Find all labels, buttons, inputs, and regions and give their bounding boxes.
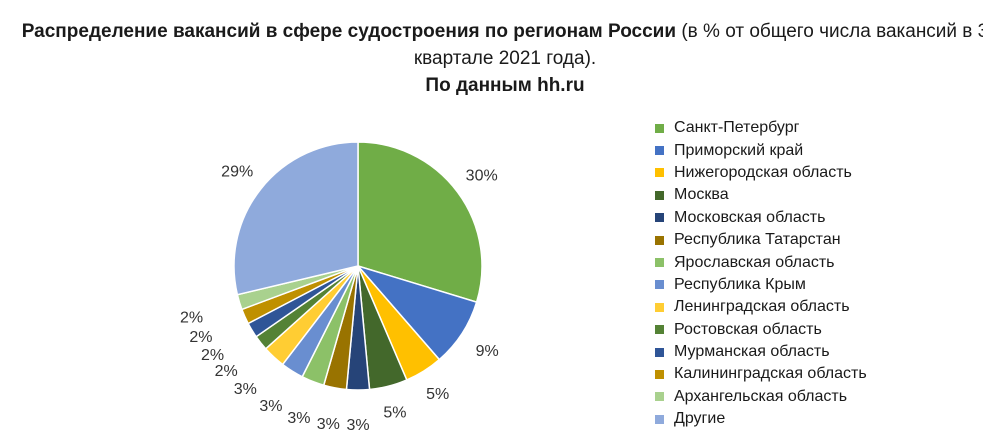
legend-item: Республика Татарстан [655, 229, 975, 251]
slice-label-7: 3% [287, 410, 310, 427]
chart-title: Распределение вакансий в сфере судострое… [0, 18, 983, 99]
legend-swatch [655, 369, 664, 379]
chart-title-rest: (в % от общего числа вакансий в 3 кварта… [413, 21, 983, 69]
legend-label: Другие [674, 410, 726, 428]
legend-label: Приморский край [674, 141, 804, 159]
legend-swatch [655, 213, 664, 223]
legend-label: Архангельская область [674, 387, 848, 405]
legend-item: Нижегородская область [655, 162, 975, 184]
legend-item: Калининградская область [655, 363, 975, 385]
legend-swatch [655, 146, 664, 156]
legend-label: Ленинградская область [674, 298, 850, 316]
legend-item: Московская область [655, 207, 975, 229]
slice-label-6: 3% [317, 416, 340, 433]
legend-swatch [655, 347, 664, 357]
legend-label: Московская область [674, 208, 826, 226]
legend-item: Москва [655, 184, 975, 206]
slice-label-1: 30% [466, 167, 498, 184]
slice-label-11: 2% [201, 347, 224, 364]
legend-label: Республика Крым [674, 275, 806, 293]
legend-label: Калининградская область [674, 365, 867, 383]
slice-label-5: 3% [346, 417, 369, 434]
slice-label-3: 5% [426, 386, 449, 403]
legend-label: Республика Татарстан [674, 231, 841, 249]
legend-swatch [655, 392, 664, 402]
slice-label-12: 2% [189, 329, 212, 346]
slice-label-2: 9% [476, 343, 499, 360]
legend-item: Республика Крым [655, 274, 975, 296]
legend-swatch [655, 302, 664, 312]
legend-label: Ярославская область [674, 253, 835, 271]
legend-item: Другие [655, 408, 975, 430]
chart-subtitle: По данным hh.ru [425, 75, 585, 96]
legend-swatch [655, 280, 664, 290]
legend-swatch [655, 258, 664, 268]
legend-label: Нижегородская область [674, 163, 852, 181]
legend-item: Приморский край [655, 139, 975, 161]
legend-swatch [655, 414, 664, 424]
legend-item: Санкт-Петербург [655, 117, 975, 139]
legend-item: Ярославская область [655, 251, 975, 273]
slice-label-8: 3% [259, 398, 282, 415]
pie-slice-14 [233, 141, 359, 296]
legend-item: Ленинградская область [655, 296, 975, 318]
slice-label-10: 2% [215, 363, 238, 380]
legend-label: Санкт-Петербург [674, 119, 800, 137]
legend-label: Мурманская область [674, 343, 830, 361]
legend-label: Ростовская область [674, 320, 822, 338]
slice-label-13: 2% [180, 310, 203, 327]
slice-label-14: 29% [221, 164, 253, 181]
legend: Санкт-Петербург Приморский край Нижегородс… [655, 117, 975, 430]
legend-swatch [655, 168, 664, 178]
legend-item: Мурманская область [655, 341, 975, 363]
pie-slice-1 [357, 141, 483, 304]
legend-swatch [655, 325, 664, 335]
legend-item: Архангельская область [655, 386, 975, 408]
legend-swatch [655, 123, 664, 133]
chart-title-bold: Распределение вакансий в сфере судострое… [21, 21, 677, 42]
legend-swatch [655, 190, 664, 200]
legend-swatch [655, 235, 664, 245]
slice-label-4: 5% [383, 404, 406, 421]
slice-label-9: 3% [234, 381, 257, 398]
legend-label: Москва [674, 186, 729, 204]
legend-item: Ростовская область [655, 319, 975, 341]
